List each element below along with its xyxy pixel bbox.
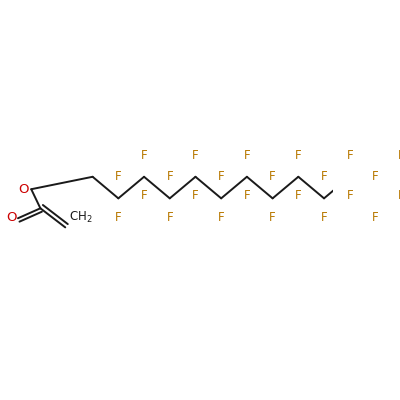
Text: F: F (115, 170, 122, 184)
Text: F: F (269, 211, 276, 224)
Text: CH$_2$: CH$_2$ (68, 210, 92, 225)
Text: F: F (346, 149, 353, 162)
Text: F: F (372, 170, 379, 184)
Text: F: F (269, 170, 276, 184)
Text: F: F (321, 170, 327, 184)
Text: F: F (295, 149, 302, 162)
Text: F: F (166, 170, 173, 184)
Text: O: O (6, 211, 16, 224)
Text: F: F (141, 189, 147, 202)
Text: F: F (372, 211, 379, 224)
Text: F: F (398, 189, 400, 202)
Text: F: F (141, 149, 147, 162)
Text: F: F (244, 189, 250, 202)
Text: F: F (192, 189, 199, 202)
Text: F: F (218, 211, 224, 224)
Text: F: F (346, 189, 353, 202)
Text: F: F (244, 149, 250, 162)
Text: O: O (18, 183, 29, 196)
Text: F: F (218, 170, 224, 184)
Text: F: F (192, 149, 199, 162)
Text: F: F (398, 149, 400, 162)
Text: F: F (115, 211, 122, 224)
Text: F: F (295, 189, 302, 202)
Text: F: F (166, 211, 173, 224)
Text: F: F (321, 211, 327, 224)
